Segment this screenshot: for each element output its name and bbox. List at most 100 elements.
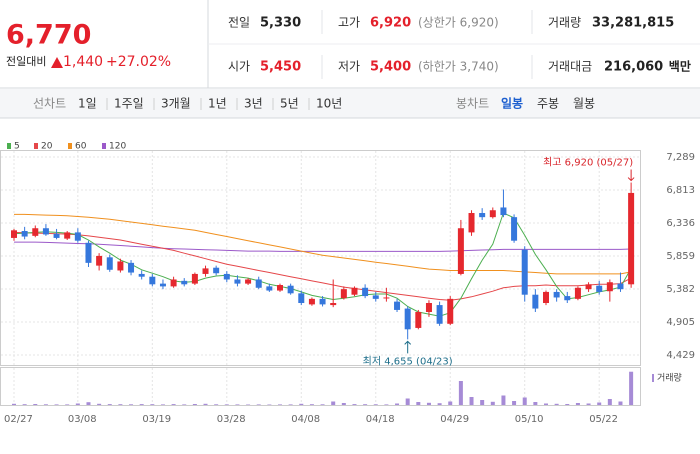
- y-tick-label: 6,813: [666, 185, 695, 196]
- ma-line: [14, 213, 632, 275]
- candle-chart-label: 봉차트: [456, 97, 489, 111]
- candle-body: [479, 213, 486, 218]
- candle-body: [489, 210, 496, 218]
- volume-bar: [533, 402, 538, 405]
- candle-body: [159, 283, 166, 287]
- volume-bar: [278, 404, 282, 405]
- candle-body: [351, 287, 358, 295]
- candle-body: [96, 255, 103, 266]
- x-tick-label: 05/22: [589, 414, 618, 425]
- volume-bar: [75, 403, 80, 405]
- volume-bar: [86, 402, 91, 405]
- volume-bar: [299, 403, 304, 405]
- field-value: 5,330: [260, 16, 301, 31]
- candle-period-button[interactable]: 주봉: [537, 97, 559, 111]
- volume-bar: [416, 402, 421, 405]
- candle-body: [255, 279, 262, 288]
- candle-body: [404, 308, 411, 330]
- candle-body: [628, 192, 635, 285]
- x-tick-label: 02/27: [4, 414, 33, 425]
- candle-body: [181, 280, 188, 285]
- legend-label: 120: [109, 142, 126, 152]
- y-tick-label: 7,289: [666, 152, 695, 163]
- legend-swatch: [68, 143, 72, 149]
- field-label: 거래량: [548, 16, 581, 30]
- candle-body: [117, 261, 124, 271]
- period-button[interactable]: 1년: [208, 97, 227, 111]
- volume-bar: [607, 399, 612, 405]
- candle-body: [383, 297, 390, 299]
- candle-body: [234, 279, 241, 284]
- period-button[interactable]: 1주일: [114, 97, 144, 111]
- volume-bar: [331, 401, 336, 405]
- y-tick-label: 4,905: [666, 317, 695, 328]
- x-tick-label: 04/18: [366, 414, 395, 425]
- candle-body: [553, 291, 560, 298]
- low-annotation: 최저 4,655 (04/23): [363, 355, 453, 367]
- period-button[interactable]: 10년: [316, 97, 342, 111]
- plot-frame: [0, 150, 641, 366]
- period-button[interactable]: 1일: [78, 97, 97, 111]
- period-button[interactable]: 3년: [244, 97, 263, 111]
- volume-bar: [150, 404, 155, 405]
- volume-frame: [0, 367, 641, 406]
- field-label: 시가: [228, 60, 250, 74]
- candle-body: [425, 303, 432, 313]
- volume-bar: [320, 404, 325, 405]
- period-button[interactable]: 5년: [280, 97, 299, 111]
- volume-bar: [512, 401, 517, 405]
- volume-bar: [246, 404, 251, 405]
- volume-bar: [405, 398, 410, 405]
- volume-bar: [256, 404, 261, 405]
- candle-body: [138, 273, 145, 277]
- x-tick-label: 03/19: [142, 414, 171, 425]
- candle-body: [532, 294, 539, 309]
- volume-bar: [33, 404, 38, 405]
- field-label: 고가: [338, 16, 360, 30]
- volume-bar: [182, 404, 187, 405]
- candle-body: [394, 301, 401, 310]
- volume-bar: [224, 404, 229, 405]
- volume-bar: [448, 401, 453, 405]
- x-tick-label: 04/29: [440, 414, 469, 425]
- candle-body: [308, 298, 315, 305]
- volume-bar: [501, 395, 506, 405]
- candle-period-button[interactable]: 일봉: [501, 97, 523, 111]
- candle-body: [298, 293, 305, 304]
- ma-line: [13, 231, 632, 301]
- candle-body: [170, 279, 177, 287]
- volume-bar: [203, 403, 208, 405]
- field-label: 저가: [338, 60, 360, 74]
- volume-bar: [54, 404, 59, 405]
- line-chart-label: 선차트: [33, 97, 66, 111]
- candle-body: [511, 217, 518, 241]
- change: 1,440: [63, 54, 103, 70]
- candle-body: [457, 228, 464, 274]
- candle-body: [64, 232, 71, 239]
- candle-body: [596, 285, 603, 292]
- candle-body: [53, 233, 60, 238]
- candle-body: [362, 287, 369, 297]
- candle-body: [74, 232, 81, 241]
- candle-body: [277, 285, 283, 291]
- candle-body: [287, 285, 294, 294]
- period-button[interactable]: 3개월: [161, 97, 191, 111]
- volume-bar: [373, 404, 378, 405]
- candle-body: [245, 279, 252, 284]
- candle-period-button[interactable]: 월봉: [573, 97, 595, 111]
- volume-bar: [618, 401, 623, 405]
- volume-bar: [363, 404, 368, 405]
- candle-body: [202, 268, 209, 274]
- volume-bar: [586, 403, 591, 405]
- candle-body: [319, 298, 326, 305]
- legend-label: 60: [75, 142, 87, 152]
- candle-body: [223, 273, 230, 280]
- toolbar: [0, 89, 700, 118]
- volume-bar: [118, 404, 123, 405]
- candle-body: [330, 303, 337, 306]
- candle-body: [564, 296, 571, 301]
- high-annotation: 최고 6,920 (05/27): [543, 157, 633, 169]
- candle-body: [372, 295, 379, 299]
- y-tick-label: 6,336: [666, 218, 695, 229]
